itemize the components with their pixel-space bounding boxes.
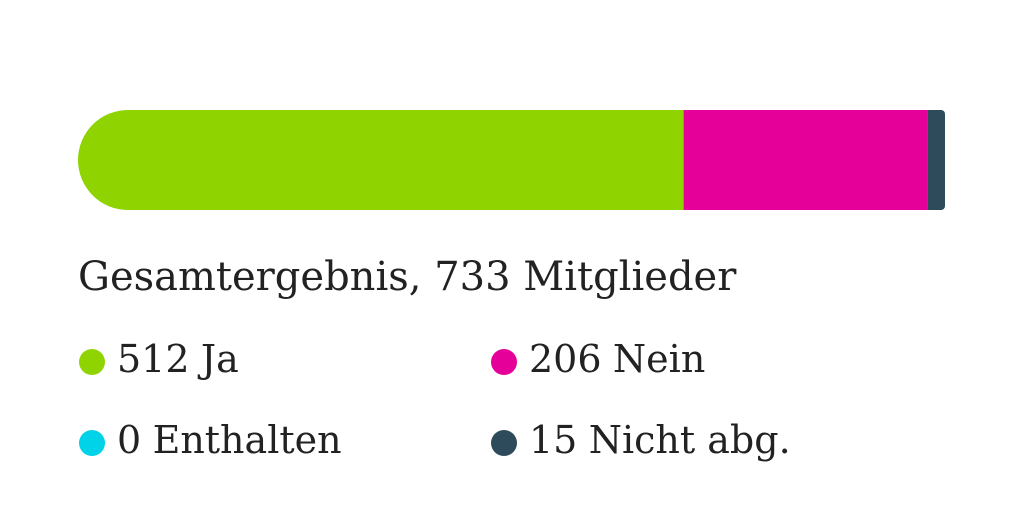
legend: 512 Ja 206 Nein 0 Enthalten 15 Nicht abg. [79, 337, 791, 462]
legend-swatch [79, 430, 105, 456]
bar-segment [78, 110, 684, 210]
bar-segment [683, 110, 928, 210]
legend-swatch [79, 349, 105, 375]
legend-swatch [491, 349, 517, 375]
legend-value: 512 [117, 337, 190, 381]
legend-entry: 15 Nicht abg. [529, 418, 791, 462]
legend-label: Ja [197, 337, 239, 381]
legend-label: Enthalten [153, 418, 342, 462]
legend-entry: 512 Ja [117, 337, 239, 381]
stacked-bar [78, 110, 945, 210]
legend-entry: 206 Nein [529, 337, 705, 381]
legend-value: 0 [117, 418, 141, 462]
legend-entry: 0 Enthalten [117, 418, 342, 462]
legend-label: Nicht abg. [589, 418, 791, 462]
legend-value: 206 [529, 337, 602, 381]
legend-swatch [491, 430, 517, 456]
legend-label: Nein [613, 337, 705, 381]
chart-title: Gesamtergebnis, 733 Mitglieder [78, 254, 737, 300]
bar-segment [927, 110, 945, 210]
legend-value: 15 [529, 418, 577, 462]
